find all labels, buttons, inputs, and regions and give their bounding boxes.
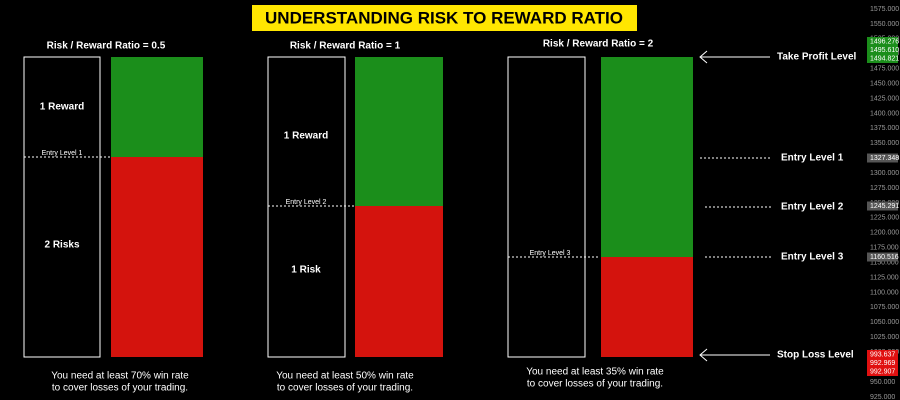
price-tick: 1275.000 (870, 185, 899, 192)
reward-zone (355, 57, 443, 206)
tag-bg (867, 37, 898, 63)
price-tick: 1025.000 (870, 334, 899, 341)
panel-heading: Risk / Reward Ratio = 1 (290, 41, 401, 52)
title: UNDERSTANDING RISK TO REWARD RATIO (265, 8, 623, 27)
note: You need at least 35% win rate (526, 367, 664, 378)
entry-label: Entry Level 2 (286, 199, 327, 206)
tag-bg (867, 201, 898, 211)
bracket (507, 56, 586, 358)
reward-label: 1 Reward (40, 102, 84, 113)
risk-zone (601, 257, 693, 357)
price-tick: 1150.000 (870, 259, 899, 266)
level-label: Take Profit Level (777, 52, 857, 63)
price-tag: 1160.516 (870, 254, 899, 261)
panel-heading: Risk / Reward Ratio = 0.5 (47, 41, 166, 52)
arrow-head (699, 50, 708, 64)
bracket (23, 56, 101, 358)
price-tick: 1550.000 (870, 21, 899, 28)
price-tick: 1300.000 (870, 170, 899, 177)
price-tick: 1425.000 (870, 95, 899, 102)
title-bg (252, 5, 637, 31)
note: to cover losses of your trading. (527, 379, 663, 390)
price-tick: 1075.000 (870, 304, 899, 311)
panel-heading: Risk / Reward Ratio = 2 (543, 39, 654, 50)
level-label: Entry Level 2 (781, 202, 844, 213)
price-tag: 993.637 (870, 351, 895, 358)
entry-label: Entry Level 1 (42, 150, 83, 157)
note: to cover losses of your trading. (52, 383, 188, 394)
price-tick: 1175.000 (870, 245, 899, 252)
price-axis: 1575.0001550.0001525.0001500.0001475.000… (867, 6, 899, 400)
price-tick: 1375.000 (870, 125, 899, 132)
risk-zone (111, 157, 203, 357)
price-tag: 992.969 (870, 360, 895, 367)
entry-label: Entry Level 3 (530, 250, 571, 257)
price-tag: 1327.348 (870, 155, 899, 162)
note: You need at least 50% win rate (276, 371, 414, 382)
level-label: Stop Loss Level (777, 350, 854, 361)
risk-zone (355, 206, 443, 357)
risk-label: 1 Risk (291, 265, 321, 276)
price-tick: 1100.000 (870, 289, 899, 296)
price-tick: 1450.000 (870, 80, 899, 87)
level-label: Entry Level 1 (781, 153, 844, 164)
price-tick: 1350.000 (870, 140, 899, 147)
price-tick: 1050.000 (870, 319, 899, 326)
price-tag: 1245.291 (870, 203, 899, 210)
price-tick: 1400.000 (870, 110, 899, 117)
arrow-head (699, 348, 708, 362)
price-tick: 950.000 (870, 379, 895, 386)
reward-zone (601, 57, 693, 257)
price-tick: 1225.000 (870, 215, 899, 222)
note: You need at least 70% win rate (51, 371, 189, 382)
price-tag: 1495.610 (870, 47, 899, 54)
price-tick: 1575.000 (870, 6, 899, 13)
price-tag: 1494.821 (870, 55, 899, 62)
note: to cover losses of your trading. (277, 383, 413, 394)
reward-zone (111, 57, 203, 157)
tag-bg (867, 252, 898, 262)
bracket (267, 56, 346, 358)
tag-bg (867, 153, 898, 163)
price-tick: 1200.000 (870, 230, 899, 237)
price-tick: 1125.000 (870, 274, 899, 281)
tag-bg (867, 350, 898, 376)
level-label: Entry Level 3 (781, 252, 844, 263)
price-tick: 925.000 (870, 394, 895, 400)
price-tick: 1475.000 (870, 66, 899, 73)
price-tag: 992.907 (870, 368, 895, 375)
risk-label: 2 Risks (44, 240, 79, 251)
reward-label: 1 Reward (284, 131, 328, 142)
price-tag: 1496.276 (870, 38, 899, 45)
